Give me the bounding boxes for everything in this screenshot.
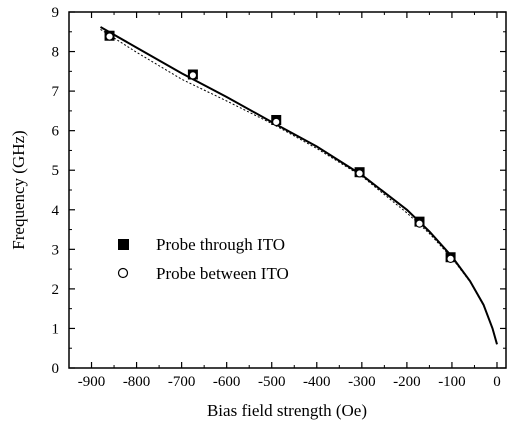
legend-label-through: Probe through ITO bbox=[156, 235, 285, 254]
y-tick-label: 6 bbox=[52, 124, 60, 140]
plot-frame bbox=[68, 11, 507, 369]
point-probe-between-ito bbox=[446, 254, 455, 263]
x-tick-label: -800 bbox=[123, 374, 151, 390]
point-probe-between-ito bbox=[272, 117, 281, 127]
legend: Probe through ITO Probe between ITO bbox=[117, 235, 289, 283]
y-tick-label: 0 bbox=[52, 361, 60, 377]
y-tick-label: 2 bbox=[52, 282, 60, 298]
x-tick-label: -700 bbox=[168, 374, 196, 390]
x-tick-label: -900 bbox=[78, 374, 106, 390]
legend-marker-filled-square bbox=[118, 239, 129, 250]
x-tick-label: -400 bbox=[303, 374, 331, 390]
y-axis-label: Frequency (GHz) bbox=[9, 130, 28, 249]
x-tick-label: -100 bbox=[438, 374, 466, 390]
y-tick-label: 9 bbox=[52, 5, 60, 21]
y-tick-label: 5 bbox=[52, 163, 60, 179]
x-tick-label: -200 bbox=[393, 374, 421, 390]
legend-marker-open-circle bbox=[117, 267, 129, 279]
point-probe-between-ito bbox=[415, 219, 424, 228]
y-tick-label: 4 bbox=[52, 203, 60, 219]
fit-curve-solid bbox=[100, 26, 498, 345]
y-tick-label: 8 bbox=[52, 45, 60, 61]
x-tick-label: 0 bbox=[493, 374, 501, 390]
data-markers bbox=[104, 30, 456, 263]
point-probe-between-ito bbox=[188, 71, 198, 80]
point-probe-between-ito bbox=[105, 32, 114, 41]
x-tick-label: -500 bbox=[258, 374, 286, 390]
fit-curves bbox=[100, 26, 498, 345]
fit-curve-dotted bbox=[100, 28, 498, 345]
x-tick-label: -600 bbox=[213, 374, 241, 390]
point-probe-between-ito bbox=[355, 169, 364, 178]
legend-label-between: Probe between ITO bbox=[156, 264, 289, 283]
axis-ticks: -900 -800 -700 -600 -500 -400 -300 -200 -100 0 0 1 2… bbox=[52, 5, 506, 390]
x-axis-label: Bias field strength (Oe) bbox=[207, 401, 367, 420]
x-tick-label: -300 bbox=[348, 374, 376, 390]
y-tick-label: 1 bbox=[52, 321, 60, 337]
y-tick-label: 3 bbox=[52, 242, 60, 258]
y-tick-label: 7 bbox=[52, 84, 60, 100]
